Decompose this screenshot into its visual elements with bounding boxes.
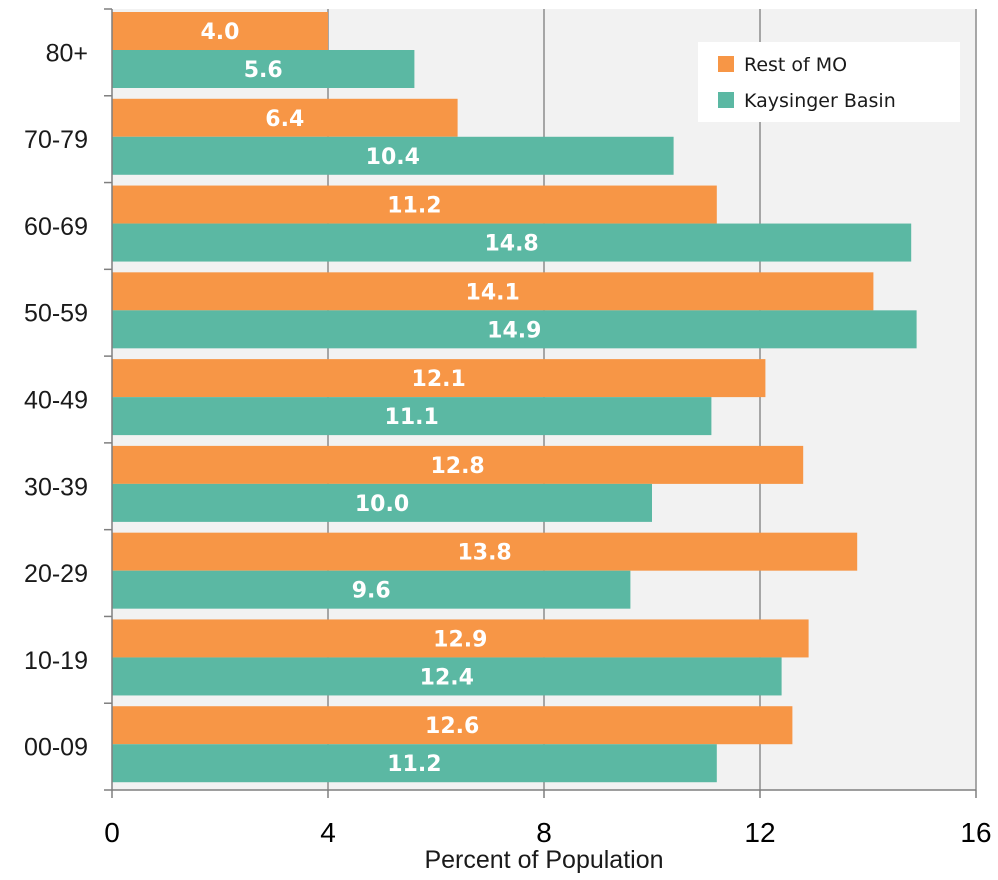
data-label: 12.4 bbox=[420, 665, 474, 690]
bar-kaysinger-basin bbox=[112, 310, 917, 349]
x-tick-label: 4 bbox=[320, 817, 336, 848]
x-tick-label: 12 bbox=[744, 817, 775, 848]
data-label: 10.4 bbox=[366, 145, 420, 170]
bar-rest-of-mo bbox=[112, 12, 328, 50]
bar-kaysinger-basin bbox=[112, 744, 717, 783]
data-label: 14.9 bbox=[487, 318, 541, 343]
category-label: 70-79 bbox=[24, 126, 88, 154]
legend-swatch bbox=[718, 56, 734, 72]
legend-swatch bbox=[718, 92, 734, 108]
data-label: 13.8 bbox=[457, 541, 511, 566]
data-label: 12.9 bbox=[433, 627, 487, 652]
x-tick-labels: 0 4 8 12 16 bbox=[104, 817, 991, 848]
data-label: 10.0 bbox=[355, 492, 409, 517]
data-label: 11.2 bbox=[387, 752, 441, 777]
bar-rest-of-mo bbox=[112, 359, 766, 398]
category-label: 50-59 bbox=[24, 300, 88, 328]
data-label: 11.1 bbox=[385, 405, 439, 430]
bar-kaysinger-basin bbox=[112, 397, 712, 436]
bar-kaysinger-basin bbox=[112, 136, 674, 175]
bar-kaysinger-basin bbox=[112, 50, 415, 88]
legend: Rest of MO Kaysinger Basin bbox=[698, 42, 960, 122]
bar-rest-of-mo bbox=[112, 445, 804, 484]
x-tick-label: 16 bbox=[960, 817, 991, 848]
bar-rest-of-mo bbox=[112, 272, 874, 311]
legend-box bbox=[698, 42, 960, 122]
bar-kaysinger-basin bbox=[112, 483, 652, 522]
category-label: 60-69 bbox=[24, 213, 88, 241]
x-tick-label: 8 bbox=[536, 817, 552, 848]
data-label: 6.4 bbox=[265, 107, 304, 132]
x-axis-title: Percent of Population bbox=[424, 846, 663, 874]
data-label: 14.1 bbox=[466, 280, 520, 305]
data-label: 9.6 bbox=[352, 579, 391, 604]
bar-rest-of-mo bbox=[112, 185, 717, 224]
category-labels: 80+ 70-79 60-69 50-59 40-49 30-39 20-29 10-19 00… bbox=[24, 39, 88, 761]
data-label: 4.0 bbox=[201, 20, 240, 45]
bar-rest-of-mo bbox=[112, 619, 809, 658]
data-label: 12.6 bbox=[425, 714, 479, 739]
data-label: 14.8 bbox=[484, 232, 538, 257]
bar-kaysinger-basin bbox=[112, 657, 782, 696]
data-label: 11.2 bbox=[387, 194, 441, 219]
data-label: 12.8 bbox=[430, 454, 484, 479]
legend-label: Rest of MO bbox=[744, 54, 847, 76]
axes bbox=[104, 8, 977, 798]
category-label: 30-39 bbox=[24, 473, 88, 501]
legend-label: Kaysinger Basin bbox=[744, 90, 896, 112]
bar-rest-of-mo bbox=[112, 532, 858, 571]
data-label: 12.1 bbox=[412, 367, 466, 392]
category-label: 00-09 bbox=[24, 734, 88, 762]
bar-kaysinger-basin bbox=[112, 570, 631, 609]
bar-rest-of-mo bbox=[112, 98, 458, 137]
bars: 4.05.6 6.4 10.4 11.2 14.8 14.1 14.9 12.1 11.1 12.… bbox=[112, 12, 917, 783]
category-label: 40-49 bbox=[24, 387, 88, 415]
category-label: 10-19 bbox=[24, 647, 88, 675]
bar-kaysinger-basin bbox=[112, 223, 912, 262]
bar-rest-of-mo bbox=[112, 706, 793, 745]
category-label: 20-29 bbox=[24, 560, 88, 588]
data-label: 5.6 bbox=[244, 58, 283, 83]
category-label: 80+ bbox=[46, 39, 88, 67]
x-tick-label: 0 bbox=[104, 817, 120, 848]
